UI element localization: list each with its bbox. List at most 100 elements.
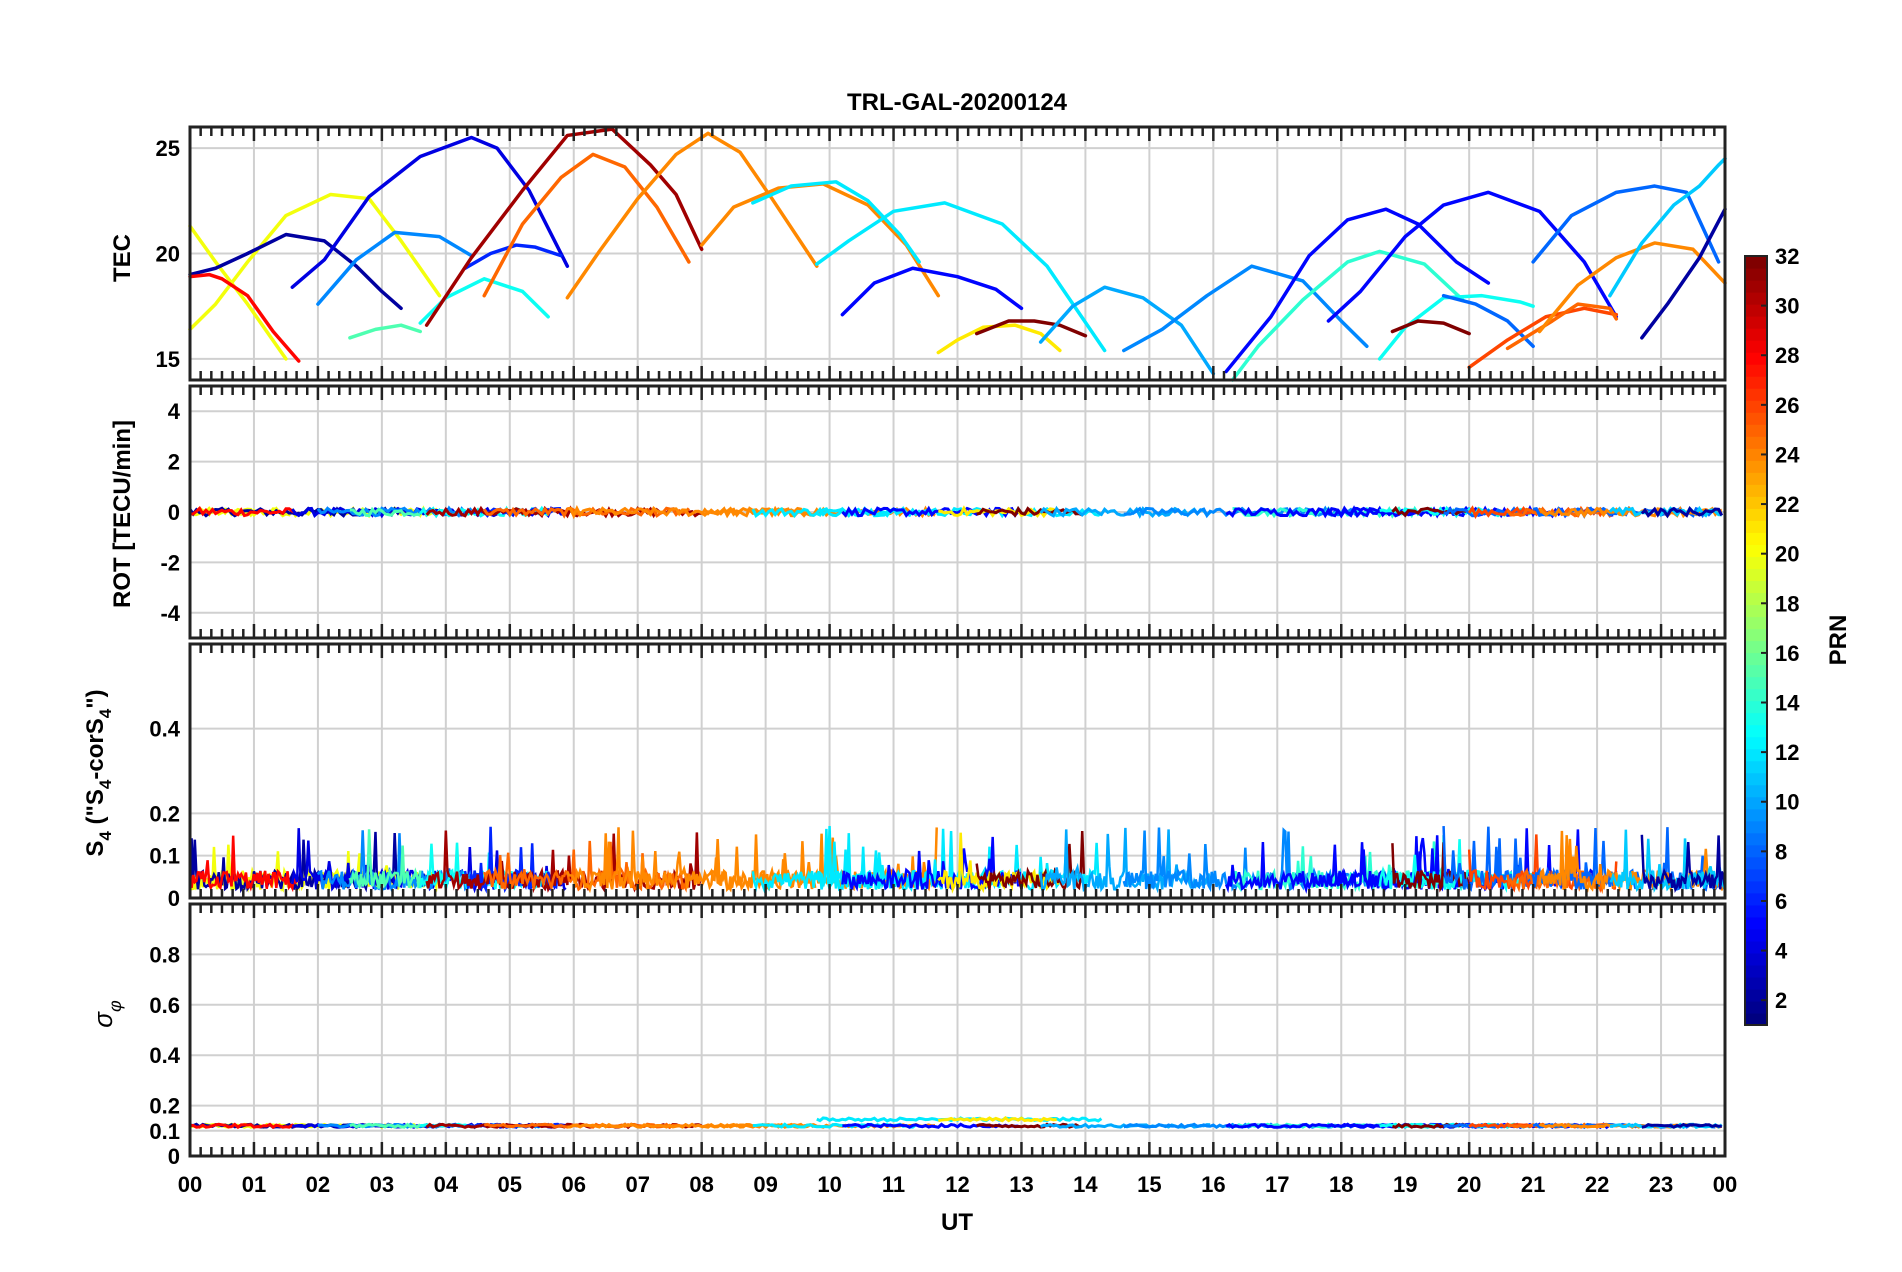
colorbar-segment xyxy=(1745,268,1767,281)
s4-series-prn-2 xyxy=(1640,834,1727,893)
sigma-y-tick-label: 0.6 xyxy=(149,993,180,1018)
tec-series-prn-13 xyxy=(418,277,550,325)
colorbar-segment xyxy=(1745,604,1767,618)
x-tick-label: 13 xyxy=(1009,1172,1033,1197)
colorbar-segment xyxy=(1745,340,1767,353)
sigma-series-prn-21 xyxy=(938,1116,1057,1123)
colorbar-label: PRN xyxy=(1825,615,1852,666)
s4-ylabel: S4 ("S4-corS4") xyxy=(82,689,115,856)
colorbar-segment xyxy=(1745,1012,1767,1026)
colorbar-segment xyxy=(1745,448,1767,461)
tec-series-prn-15 xyxy=(348,323,422,340)
sigma-y-tick-label: 0.4 xyxy=(149,1043,180,1068)
colorbar-segment xyxy=(1745,496,1767,509)
s4-y-tick-label: 0 xyxy=(168,886,180,911)
colorbar-segment xyxy=(1745,280,1767,293)
tec-series-prn-32 xyxy=(1390,319,1471,336)
s4-y-tick-label: 0.2 xyxy=(149,801,180,826)
sigma-y-tick-label: 0.2 xyxy=(149,1094,180,1119)
x-tick-label: 04 xyxy=(434,1172,459,1197)
sigma-series-prn-28 xyxy=(189,1122,297,1130)
colorbar-segment xyxy=(1745,796,1767,810)
colorbar-segment xyxy=(1745,724,1767,738)
x-tick-label: 16 xyxy=(1201,1172,1225,1197)
rot-series-prn-24 xyxy=(1538,505,1723,519)
tec-series-prn-6 xyxy=(463,243,563,271)
tec-y-tick-label: 15 xyxy=(156,347,180,372)
x-tick-label: 08 xyxy=(689,1172,713,1197)
x-tick-label: 19 xyxy=(1393,1172,1417,1197)
colorbar-tick-label: 24 xyxy=(1775,442,1800,467)
colorbar-segment xyxy=(1745,532,1767,545)
sigma-y-tick-label: 0.8 xyxy=(149,942,180,967)
colorbar-tick-label: 32 xyxy=(1775,244,1799,269)
rot-y-tick-label: 0 xyxy=(168,500,180,525)
colorbar-segment xyxy=(1745,256,1767,269)
colorbar-segment xyxy=(1745,880,1767,894)
colorbar-segment xyxy=(1745,640,1767,654)
rot-series-prn-25 xyxy=(482,506,691,519)
tec-series-prn-20 xyxy=(188,224,288,361)
colorbar-segment xyxy=(1745,868,1767,882)
colorbar-segment xyxy=(1745,544,1767,557)
x-tick-label: 23 xyxy=(1649,1172,1673,1197)
colorbar-segment xyxy=(1745,856,1767,870)
tec-series-prn-31 xyxy=(424,127,704,327)
colorbar-segment xyxy=(1745,364,1767,377)
s4-y-tick-label: 0.1 xyxy=(149,844,180,869)
colorbar-segment xyxy=(1745,664,1767,678)
colorbar-segment xyxy=(1745,712,1767,726)
x-tick-label: 15 xyxy=(1137,1172,1161,1197)
tec-series-prn-28 xyxy=(188,272,301,363)
tec-ylabel: TEC xyxy=(109,234,136,282)
colorbar-segment xyxy=(1745,316,1767,329)
colorbar-tick-label: 12 xyxy=(1775,740,1799,765)
x-tick-label: 03 xyxy=(370,1172,394,1197)
colorbar-segment xyxy=(1745,472,1767,485)
sigma-series-prn-2 xyxy=(1641,1122,1722,1129)
x-tick-label: 01 xyxy=(242,1172,266,1197)
x-tick-label: 10 xyxy=(817,1172,841,1197)
colorbar-segment xyxy=(1745,436,1767,449)
colorbar-segment xyxy=(1745,940,1767,954)
colorbar-segment xyxy=(1745,520,1767,533)
colorbar-tick-label: 16 xyxy=(1775,641,1799,666)
tec-series-prn-8 xyxy=(1531,184,1721,264)
colorbar-tick-label: 30 xyxy=(1775,294,1799,319)
colorbar-tick-label: 2 xyxy=(1775,988,1787,1013)
rot-series-prn-28 xyxy=(189,506,297,518)
colorbar-segment xyxy=(1745,748,1767,762)
s4-series-prn-28 xyxy=(188,835,300,893)
colorbar-tick-label: 14 xyxy=(1775,691,1800,716)
s4-series-prn-9 xyxy=(1122,827,1369,893)
x-axis-label: UT xyxy=(941,1209,973,1236)
colorbar-segment xyxy=(1745,808,1767,822)
s4-series-prn-15 xyxy=(348,829,422,892)
tec-series-prn-4 xyxy=(290,135,570,289)
colorbar-segment xyxy=(1745,508,1767,521)
tec-series-prn-25 xyxy=(1505,302,1619,351)
tec-series-prn-25 xyxy=(482,152,691,298)
x-tick-label: 21 xyxy=(1521,1172,1545,1197)
colorbar-segment xyxy=(1745,628,1767,642)
colorbar-segment xyxy=(1745,1000,1767,1014)
tec-series-prn-5 xyxy=(1224,207,1491,374)
x-tick-label: 11 xyxy=(882,1172,905,1197)
colorbar-segment xyxy=(1745,928,1767,942)
x-tick-label: 17 xyxy=(1265,1172,1289,1197)
colorbar-segment xyxy=(1745,388,1767,401)
tec-series-prn-5 xyxy=(1326,190,1619,323)
grid-layer xyxy=(189,127,1726,1157)
colorbar-segment xyxy=(1745,616,1767,630)
colorbar-segment xyxy=(1745,700,1767,714)
colorbar-segment xyxy=(1745,568,1767,582)
colorbar-segment xyxy=(1745,352,1767,365)
colorbar-segment xyxy=(1745,424,1767,437)
sigma-ylabel: σφ xyxy=(88,1000,125,1028)
colorbar-segment xyxy=(1745,964,1767,978)
sigma-series-prn-5 xyxy=(842,1122,1019,1129)
colorbar-frame xyxy=(1744,255,1768,1026)
axes-layer: 152025-4-202400.10.20.400.10.20.40.60.80… xyxy=(149,125,1737,1197)
colorbar-tick-label: 22 xyxy=(1775,492,1799,517)
